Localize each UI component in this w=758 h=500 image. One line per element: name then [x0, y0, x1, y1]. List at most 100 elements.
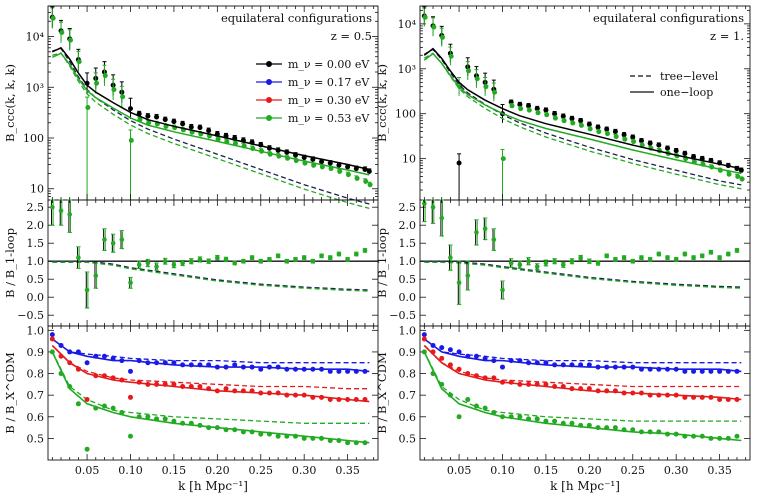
- data-point: [154, 416, 160, 422]
- data-point: [560, 262, 566, 268]
- data-point: [708, 435, 714, 441]
- data-point: [301, 255, 307, 260]
- data-point: [682, 368, 688, 374]
- data-point: [631, 139, 637, 145]
- data-point: [734, 396, 740, 402]
- data-point: [366, 168, 372, 174]
- y-tick-label: 0.9: [399, 346, 417, 359]
- data-point: [647, 140, 653, 146]
- data-point: [630, 364, 636, 370]
- data-point: [49, 349, 55, 355]
- data-point: [482, 226, 488, 232]
- data-point: [293, 366, 298, 372]
- data-point: [327, 368, 333, 374]
- data-point: [275, 253, 281, 259]
- data-point: [473, 373, 479, 379]
- data-point: [543, 418, 549, 424]
- data-point: [673, 392, 679, 398]
- data-point: [180, 121, 186, 127]
- data-point: [93, 273, 99, 278]
- data-point: [638, 429, 644, 435]
- data-point: [673, 431, 679, 437]
- data-point: [739, 176, 745, 182]
- data-point: [604, 126, 610, 132]
- data-point: [647, 257, 653, 262]
- y-tick-label: 0.6: [27, 411, 45, 424]
- data-point: [517, 102, 523, 108]
- data-point: [586, 422, 592, 428]
- data-point: [491, 375, 497, 381]
- data-point: [345, 368, 351, 374]
- data-point: [708, 368, 714, 374]
- data-point: [162, 360, 168, 366]
- data-point: [604, 425, 610, 431]
- data-point: [552, 111, 558, 117]
- data-point: [319, 435, 325, 441]
- data-point: [353, 440, 359, 446]
- data-point: [578, 386, 584, 392]
- data-point: [119, 358, 125, 364]
- y-axis-label: B / B_X^CDM: [375, 352, 389, 434]
- data-point: [67, 360, 73, 366]
- chart-title: equilateral configurations: [593, 11, 744, 25]
- data-point: [473, 353, 479, 359]
- data-point: [249, 388, 255, 394]
- y-tick-label: 2.5: [27, 201, 45, 214]
- data-point: [673, 148, 679, 154]
- data-point: [482, 355, 488, 361]
- x-tick-label: 0.05: [447, 464, 472, 477]
- data-point: [67, 212, 73, 217]
- data-point: [336, 251, 342, 257]
- data-point: [145, 414, 151, 420]
- data-point: [439, 345, 445, 351]
- data-point: [84, 396, 90, 402]
- y-tick-label: 0.9: [27, 346, 45, 359]
- data-point: [240, 364, 246, 370]
- top-panel-frame: [419, 5, 751, 201]
- x-tick-label: 0.25: [621, 464, 646, 477]
- x-tick-label: 0.35: [335, 464, 360, 477]
- data-point: [526, 258, 531, 264]
- data-point: [188, 362, 194, 368]
- data-point: [717, 255, 722, 260]
- data-point: [508, 260, 514, 266]
- data-point: [319, 253, 324, 259]
- data-point: [110, 405, 116, 411]
- data-point: [214, 388, 220, 394]
- x-tick-label: 0.10: [118, 464, 143, 477]
- data-point: [128, 137, 134, 143]
- data-point: [128, 106, 133, 112]
- data-point: [586, 121, 592, 127]
- x-tick-label: 0.10: [490, 464, 515, 477]
- data-point: [473, 403, 479, 409]
- data-point: [587, 258, 592, 264]
- data-point: [612, 388, 618, 394]
- x-tick-label: 0.30: [664, 464, 689, 477]
- data-point: [145, 260, 151, 266]
- data-point: [612, 425, 618, 431]
- x-tick-label: 0.20: [205, 464, 230, 477]
- x-tick-label: 0.25: [249, 464, 274, 477]
- data-point: [58, 371, 64, 377]
- y-tick-label: 100: [23, 132, 44, 145]
- x-tick-label: 0.15: [534, 464, 559, 477]
- data-point: [708, 249, 714, 255]
- data-point: [171, 381, 177, 387]
- data-point: [284, 433, 290, 439]
- data-point: [474, 76, 480, 82]
- data-point: [482, 375, 488, 381]
- y-tick-label: −0.5: [17, 309, 44, 322]
- data-point: [578, 122, 584, 128]
- data-point: [604, 364, 610, 370]
- legend-label: m_ν = 0.00 eV: [288, 58, 370, 71]
- data-point: [241, 258, 246, 264]
- data-point: [119, 409, 125, 415]
- data-point: [560, 384, 566, 390]
- data-point: [223, 257, 229, 262]
- data-point: [508, 414, 514, 420]
- data-point: [482, 405, 488, 411]
- data-point: [621, 132, 627, 138]
- one-loop-curve: [51, 46, 370, 171]
- data-point: [560, 420, 566, 426]
- data-point: [111, 87, 117, 93]
